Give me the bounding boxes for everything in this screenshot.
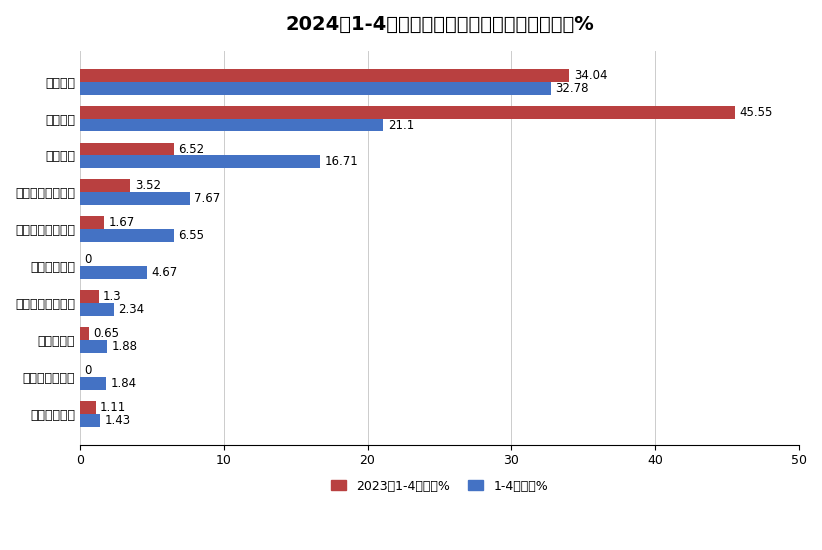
Bar — [80, 401, 96, 414]
Bar — [80, 229, 174, 242]
Bar — [80, 142, 173, 156]
Legend: 2023年1-4月占比%, 1-4月占比%: 2023年1-4月占比%, 1-4月占比% — [326, 475, 553, 498]
Text: 16.71: 16.71 — [325, 156, 358, 168]
Text: 0.65: 0.65 — [94, 327, 119, 340]
Title: 2024年1-4月新能源搅拌车占比及去年同期占比%: 2024年1-4月新能源搅拌车占比及去年同期占比% — [285, 15, 593, 34]
Text: 1.43: 1.43 — [104, 414, 131, 427]
Text: 0: 0 — [84, 254, 91, 266]
Bar — [80, 216, 104, 229]
Text: 1.11: 1.11 — [100, 401, 127, 414]
Bar — [80, 340, 107, 353]
Bar — [80, 303, 113, 316]
Text: 4.67: 4.67 — [151, 266, 178, 279]
Text: 32.78: 32.78 — [556, 81, 589, 95]
Text: 7.67: 7.67 — [195, 192, 221, 205]
Text: 45.55: 45.55 — [739, 106, 773, 119]
Bar — [80, 119, 383, 131]
Bar — [80, 192, 190, 205]
Text: 21.1: 21.1 — [388, 119, 414, 131]
Bar — [80, 81, 552, 95]
Text: 1.3: 1.3 — [103, 290, 122, 303]
Bar — [80, 290, 99, 303]
Text: 3.52: 3.52 — [135, 179, 161, 192]
Text: 34.04: 34.04 — [574, 69, 607, 82]
Text: 6.55: 6.55 — [178, 229, 205, 243]
Bar — [80, 179, 131, 192]
Bar — [80, 266, 147, 279]
Bar — [80, 106, 735, 119]
Bar — [80, 69, 570, 81]
Bar — [80, 377, 106, 390]
Text: 1.67: 1.67 — [109, 216, 135, 229]
Bar — [80, 327, 90, 340]
Bar — [80, 414, 100, 427]
Bar — [80, 156, 321, 168]
Text: 6.52: 6.52 — [178, 142, 204, 156]
Text: 2.34: 2.34 — [118, 303, 144, 316]
Text: 1.84: 1.84 — [111, 377, 136, 390]
Text: 0: 0 — [84, 364, 91, 377]
Text: 1.88: 1.88 — [111, 340, 137, 353]
